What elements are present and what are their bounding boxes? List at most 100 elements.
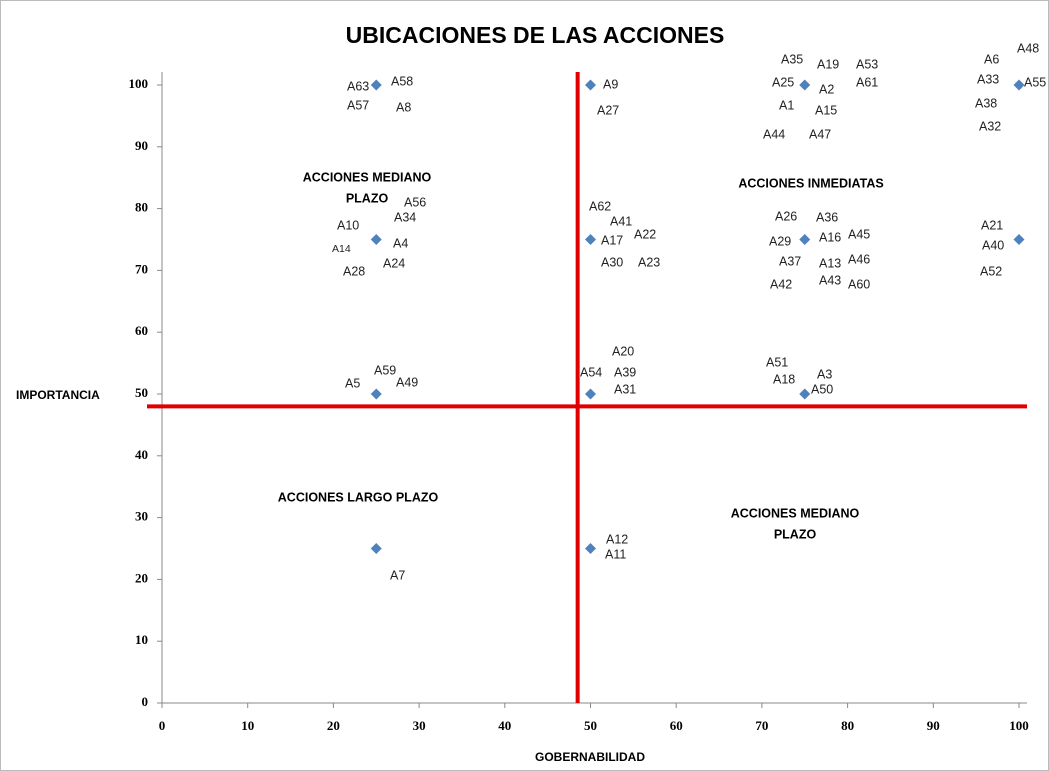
point	[585, 79, 596, 91]
x-tick-label: 100	[1009, 718, 1029, 733]
point-label: A60	[848, 277, 870, 291]
point-label: A25	[772, 75, 794, 89]
point	[585, 388, 596, 400]
point-label: A23	[638, 255, 660, 269]
y-axis-title: IMPORTANCIA	[16, 388, 100, 402]
point-label: A61	[856, 75, 878, 89]
point-label: A29	[769, 234, 791, 248]
point-label: A2	[819, 82, 834, 96]
point-label: A51	[766, 355, 788, 369]
x-tick-label: 30	[413, 718, 426, 733]
point-label: A52	[980, 264, 1002, 278]
point	[799, 234, 811, 245]
quadrant-label: ACCIONES MEDIANO	[731, 506, 860, 520]
point-label: A35	[781, 52, 803, 66]
point-label: A62	[589, 199, 611, 213]
y-tick-label: 90	[135, 138, 148, 153]
point-label: A21	[981, 218, 1003, 232]
quadrant-label: PLAZO	[346, 191, 389, 205]
point-label: A46	[848, 252, 870, 266]
point-label: A36	[816, 210, 838, 224]
y-tick-label: 10	[135, 632, 148, 647]
x-tick-label: 80	[841, 718, 854, 733]
point-label: A34	[394, 210, 416, 224]
point-label: A18	[773, 372, 795, 386]
y-tick-label: 60	[135, 323, 148, 338]
point-label: A50	[811, 382, 833, 396]
y-tick-label: 50	[135, 385, 148, 400]
point-label: A30	[601, 255, 623, 269]
point-label: A20	[612, 344, 634, 358]
point-label: A26	[775, 209, 797, 223]
point-label: A47	[809, 127, 831, 141]
quadrant-label: ACCIONES MEDIANO	[303, 170, 432, 184]
point-label: A37	[779, 254, 801, 268]
x-tick-label: 10	[241, 718, 254, 733]
y-tick-label: 70	[135, 261, 148, 276]
x-tick-label: 0	[159, 718, 166, 733]
x-tick-label: 90	[927, 718, 940, 733]
point	[1013, 79, 1025, 91]
point-label: A43	[819, 273, 841, 287]
x-axis-title: GOBERNABILIDAD	[535, 750, 645, 764]
point-label: A32	[979, 119, 1001, 133]
chart-title: UBICACIONES DE LAS ACCIONES	[346, 22, 725, 48]
point-label: A16	[819, 230, 841, 244]
quadrant-label: ACCIONES LARGO PLAZO	[278, 490, 439, 504]
point	[370, 234, 382, 245]
point-label: A5	[345, 376, 360, 390]
point-label: A53	[856, 57, 878, 71]
x-tick-label: 70	[755, 718, 768, 733]
point-label: A10	[337, 218, 359, 232]
point	[370, 543, 382, 554]
point-label: A15	[815, 103, 837, 117]
point-label: A22	[634, 227, 656, 241]
point-label: A14	[332, 243, 351, 255]
point-label: A48	[1017, 41, 1039, 55]
quadrant-label: ACCIONES INMEDIATAS	[738, 176, 883, 190]
point-label: A42	[770, 277, 792, 291]
point-label: A27	[597, 103, 619, 117]
point-label: A12	[606, 532, 628, 546]
y-tick-label: 40	[135, 447, 148, 462]
point-label: A31	[614, 382, 636, 396]
y-tick-label: 80	[135, 200, 148, 215]
y-tick-label: 100	[129, 76, 149, 91]
x-tick-label: 60	[670, 718, 683, 733]
point-label: A39	[614, 365, 636, 379]
point	[799, 79, 811, 91]
x-tick-label: 20	[327, 718, 340, 733]
point-label: A38	[975, 96, 997, 110]
point-label: A7	[390, 568, 405, 582]
point-label: A3	[817, 367, 832, 381]
point-label: A8	[396, 100, 411, 114]
point-label: A17	[601, 233, 623, 247]
point-label: A54	[580, 365, 602, 379]
point-label: A56	[404, 195, 426, 209]
point-label: A63	[347, 79, 369, 93]
point-label: A24	[383, 256, 405, 270]
x-tick-label: 50	[584, 718, 597, 733]
point-label: A55	[1024, 75, 1046, 89]
point-label: A28	[343, 264, 365, 278]
point-label: A6	[984, 52, 999, 66]
y-tick-label: 0	[142, 694, 149, 709]
point-label: A44	[763, 127, 785, 141]
point	[799, 388, 811, 400]
y-tick-label: 20	[135, 570, 148, 585]
point-label: A13	[819, 256, 841, 270]
point-label: A4	[393, 236, 408, 250]
point	[585, 234, 596, 245]
point-label: A57	[347, 98, 369, 112]
point	[1013, 234, 1025, 245]
quadrant-label: PLAZO	[774, 527, 817, 541]
point-label: A49	[396, 375, 418, 389]
point-label: A58	[391, 74, 413, 88]
point	[370, 79, 382, 91]
point-label: A11	[605, 547, 626, 561]
y-tick-label: 30	[135, 509, 148, 524]
x-tick-label: 40	[498, 718, 511, 733]
point	[585, 543, 596, 554]
point	[370, 388, 382, 400]
